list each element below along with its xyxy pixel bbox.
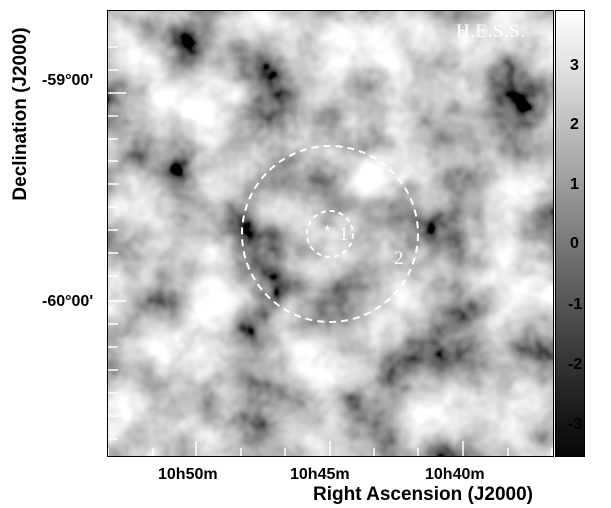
cb-tick-neg1: -1 bbox=[568, 296, 583, 313]
cb-tick-neg2: -2 bbox=[568, 356, 583, 373]
x-axis-title: Right Ascension (J2000) bbox=[313, 484, 533, 505]
ra-minor-ticks bbox=[108, 46, 126, 440]
y-axis-title: Declination (J2000) bbox=[10, 27, 31, 201]
region-2-label: 2 bbox=[394, 248, 404, 269]
region-1-label: 1 bbox=[339, 224, 349, 245]
cb-tick-3: 3 bbox=[570, 57, 579, 74]
ra-tick-label-1050: 10h50m bbox=[158, 466, 218, 483]
colorbar bbox=[555, 10, 585, 457]
cb-tick-2: 2 bbox=[570, 116, 579, 133]
dec-tick-label-59: -59°00' bbox=[42, 72, 94, 89]
cb-tick-neg3: -3 bbox=[568, 416, 583, 433]
ra-tick-label-1045: 10h45m bbox=[290, 466, 350, 483]
region-2-circle bbox=[241, 145, 419, 323]
cb-tick-0: 0 bbox=[570, 235, 579, 252]
sky-map-canvas bbox=[108, 11, 553, 456]
hess-logo-text: H.E.S.S. bbox=[456, 21, 526, 42]
ra-tick-label-1040: 10h40m bbox=[425, 466, 485, 483]
dec-tick-label-60: -60°00' bbox=[42, 293, 94, 310]
bottom-ticks bbox=[108, 441, 553, 456]
source-marker: * bbox=[324, 222, 332, 242]
significance-map: * 1 2 H.E.S.S. bbox=[107, 10, 554, 457]
cb-tick-1: 1 bbox=[570, 176, 579, 193]
noise-field bbox=[108, 11, 553, 456]
region-1-circle bbox=[306, 210, 354, 258]
